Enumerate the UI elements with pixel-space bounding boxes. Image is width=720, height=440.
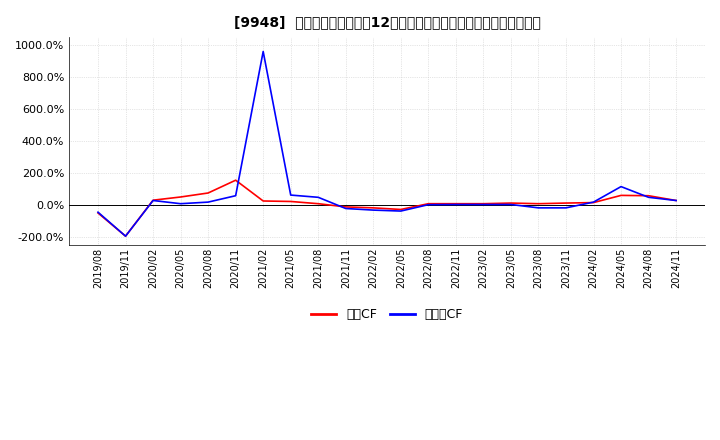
Line: 営業CF: 営業CF — [98, 180, 676, 236]
フリーCF — [94, 209, 102, 215]
フリーCF — [204, 199, 212, 205]
営業CF — [369, 205, 377, 210]
営業CF — [397, 207, 405, 212]
フリーCF — [149, 198, 158, 203]
営業CF — [94, 210, 102, 216]
フリーCF — [397, 209, 405, 214]
フリーCF — [562, 205, 570, 210]
フリーCF — [672, 198, 680, 203]
営業CF — [451, 201, 460, 206]
営業CF — [176, 194, 185, 200]
フリーCF — [314, 194, 323, 200]
フリーCF — [479, 202, 487, 207]
営業CF — [231, 178, 240, 183]
営業CF — [672, 198, 680, 203]
フリーCF — [507, 202, 516, 207]
フリーCF — [369, 208, 377, 213]
営業CF — [562, 201, 570, 206]
営業CF — [287, 199, 295, 204]
フリーCF — [287, 192, 295, 198]
フリーCF — [231, 193, 240, 198]
Line: フリーCF: フリーCF — [98, 51, 676, 236]
営業CF — [507, 201, 516, 206]
営業CF — [644, 193, 653, 198]
フリーCF — [644, 194, 653, 200]
営業CF — [204, 191, 212, 196]
営業CF — [534, 201, 543, 206]
フリーCF — [534, 205, 543, 210]
営業CF — [314, 201, 323, 206]
営業CF — [121, 234, 130, 239]
フリーCF — [176, 201, 185, 206]
営業CF — [259, 198, 268, 204]
営業CF — [149, 198, 158, 203]
営業CF — [341, 204, 350, 209]
営業CF — [617, 193, 626, 198]
フリーCF — [617, 184, 626, 189]
Title: [9948]  キャッシュフローの12か月移動合計の対前年同期増減率の推移: [9948] キャッシュフローの12か月移動合計の対前年同期増減率の推移 — [233, 15, 541, 29]
Legend: 営業CF, フリーCF: 営業CF, フリーCF — [306, 303, 468, 326]
フリーCF — [589, 199, 598, 205]
フリーCF — [259, 49, 268, 54]
フリーCF — [424, 202, 433, 207]
フリーCF — [341, 206, 350, 211]
営業CF — [424, 201, 433, 206]
フリーCF — [121, 234, 130, 239]
フリーCF — [451, 202, 460, 207]
営業CF — [479, 201, 487, 206]
営業CF — [589, 200, 598, 205]
